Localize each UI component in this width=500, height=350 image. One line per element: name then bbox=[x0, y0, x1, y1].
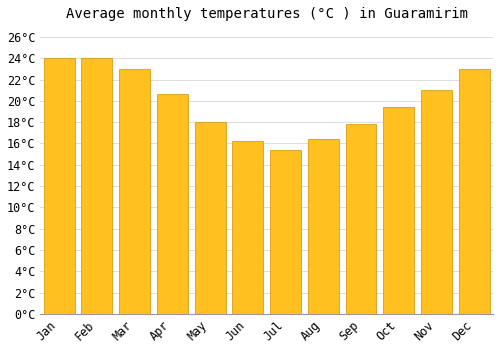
Title: Average monthly temperatures (°C ) in Guaramirim: Average monthly temperatures (°C ) in Gu… bbox=[66, 7, 468, 21]
Bar bbox=[458, 69, 490, 314]
Bar bbox=[194, 122, 226, 314]
Bar bbox=[346, 124, 376, 314]
Bar bbox=[308, 139, 338, 314]
Bar bbox=[421, 90, 452, 314]
Bar bbox=[232, 141, 264, 314]
Bar bbox=[384, 107, 414, 314]
Bar bbox=[157, 94, 188, 314]
Bar bbox=[44, 58, 74, 314]
Bar bbox=[270, 150, 301, 314]
Bar bbox=[82, 58, 112, 314]
Bar bbox=[119, 69, 150, 314]
